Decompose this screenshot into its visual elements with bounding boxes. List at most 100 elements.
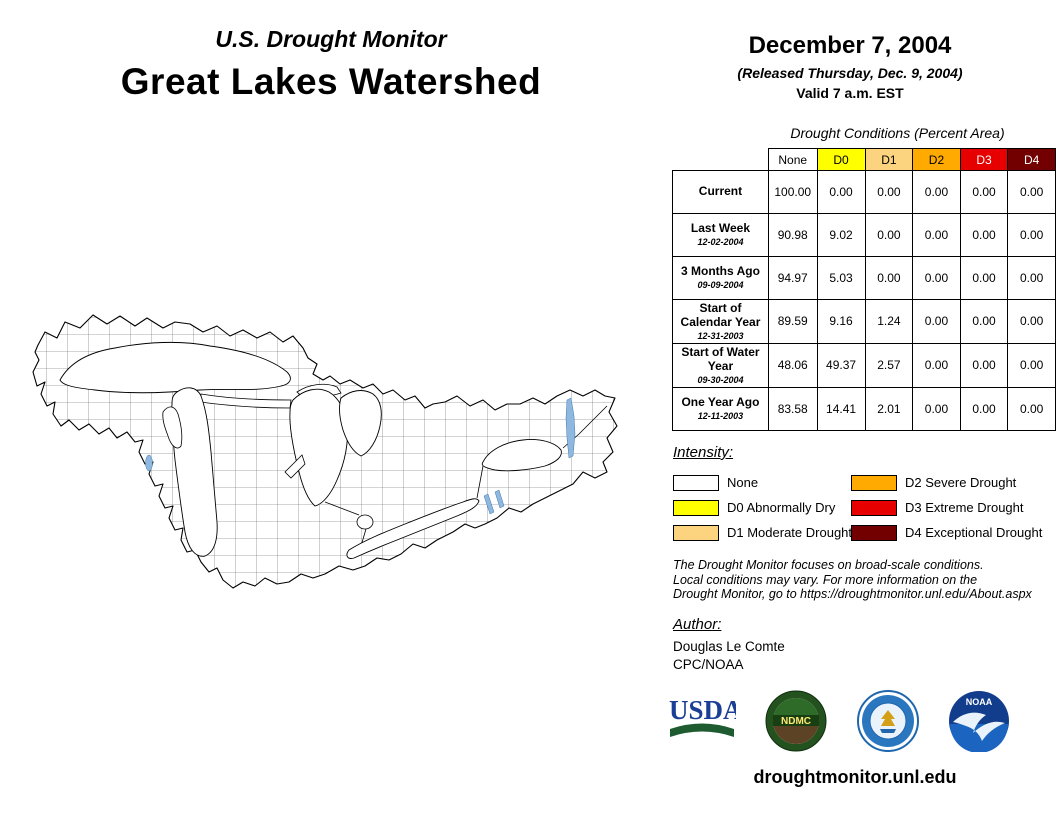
value-cell: 9.16 bbox=[816, 299, 866, 344]
legend-swatch-none bbox=[673, 474, 719, 491]
value-cell: 0.00 bbox=[959, 170, 1009, 214]
value-cell: 0.00 bbox=[816, 170, 866, 214]
legend-item-d1: D1 Moderate Drought bbox=[673, 524, 852, 541]
legend-swatch-d4 bbox=[851, 524, 897, 541]
value-cell: 0.00 bbox=[912, 213, 961, 257]
row-label: Start of Calendar Year 12-31-2003 bbox=[672, 299, 769, 344]
disclaimer-line-2: Local conditions may vary. For more info… bbox=[673, 572, 978, 587]
disclaimer-line-3: Drought Monitor, go to https://droughtmo… bbox=[673, 587, 1032, 602]
value-cell: 0.00 bbox=[959, 299, 1009, 344]
value-cell: 0.00 bbox=[959, 342, 1009, 388]
lake-superior bbox=[59, 341, 291, 394]
row-label: Last Week 12-02-2004 bbox=[672, 213, 769, 257]
author-heading: Author: bbox=[673, 616, 722, 633]
value-cell: 1.24 bbox=[864, 299, 914, 344]
value-cell: 89.59 bbox=[767, 299, 818, 344]
table-row-current: Current 100.00 0.00 0.00 0.00 0.00 0.00 bbox=[672, 170, 1056, 214]
value-cell: 49.37 bbox=[816, 342, 866, 388]
col-header-d4: D4 bbox=[1007, 148, 1056, 171]
finger-lake-east bbox=[494, 489, 505, 509]
table-row-start-calendar-year: Start of Calendar Year 12-31-2003 89.59 9… bbox=[672, 299, 1056, 344]
col-header-d3: D3 bbox=[959, 148, 1009, 171]
lake-erie bbox=[346, 498, 480, 559]
row-date: 09-30-2004 bbox=[697, 374, 744, 385]
region-title: Great Lakes Watershed bbox=[120, 61, 542, 102]
lake-huron bbox=[289, 388, 348, 507]
noaa-sea bbox=[949, 724, 1008, 752]
connecting-channels bbox=[324, 405, 608, 547]
col-header-d1: D1 bbox=[864, 148, 914, 171]
legend-item-d3: D3 Extreme Drought bbox=[851, 499, 1042, 516]
drought-table-caption: Drought Conditions (Percent Area) bbox=[790, 125, 1005, 141]
value-cell: 0.00 bbox=[1007, 213, 1056, 257]
commerce-eagle bbox=[880, 710, 895, 726]
row-date: 12-02-2004 bbox=[697, 237, 744, 248]
table-row-one-year-ago: One Year Ago 12-11-2003 83.58 14.41 2.01 … bbox=[672, 386, 1056, 431]
legend-label: None bbox=[727, 475, 759, 490]
legend-swatch-d1 bbox=[673, 524, 719, 541]
lake-champlain bbox=[565, 397, 576, 459]
value-cell: 14.41 bbox=[816, 386, 866, 431]
lake-ontario bbox=[481, 439, 562, 472]
value-cell: 2.57 bbox=[864, 342, 914, 388]
commerce-base bbox=[879, 729, 896, 733]
value-cell: 48.06 bbox=[767, 342, 818, 388]
georgian-bay bbox=[339, 390, 382, 457]
row-label: Current bbox=[672, 170, 769, 214]
row-label: One Year Ago 12-11-2003 bbox=[672, 386, 769, 431]
legend-label: D0 Abnormally Dry bbox=[727, 500, 836, 515]
finger-lake-west bbox=[483, 493, 495, 515]
value-cell: 0.00 bbox=[1007, 170, 1056, 214]
row-label-text: Last Week bbox=[690, 221, 751, 236]
lake-winnebago bbox=[145, 454, 153, 472]
value-cell: 2.01 bbox=[864, 386, 914, 431]
value-cell: 0.00 bbox=[1007, 299, 1056, 344]
row-label-text: 3 Months Ago bbox=[681, 264, 760, 279]
value-cell: 0.00 bbox=[864, 256, 914, 300]
saginaw-bay bbox=[284, 454, 306, 479]
legend-item-none: None bbox=[673, 474, 851, 491]
legend-label: D3 Extreme Drought bbox=[905, 500, 1024, 515]
legend-swatch-d0 bbox=[673, 499, 719, 516]
ndmc-soil bbox=[773, 721, 820, 744]
row-label: 3 Months Ago 09-09-2004 bbox=[672, 256, 769, 300]
value-cell: 0.00 bbox=[912, 170, 961, 214]
table-corner-cell bbox=[673, 149, 769, 171]
value-cell: 0.00 bbox=[912, 386, 961, 431]
release-info: (Released Thursday, Dec. 9, 2004) bbox=[737, 65, 963, 81]
row-date: 09-09-2004 bbox=[697, 280, 744, 291]
value-cell: 0.00 bbox=[1007, 256, 1056, 300]
value-cell: 0.00 bbox=[1007, 386, 1056, 431]
report-title: U.S. Drought Monitor bbox=[215, 26, 447, 52]
usda-logo-swoosh bbox=[670, 723, 734, 737]
noaa-logo-text: NOAA bbox=[966, 697, 993, 707]
col-header-d0: D0 bbox=[816, 148, 866, 171]
value-cell: 0.00 bbox=[912, 342, 961, 388]
legend-item-d0: D0 Abnormally Dry bbox=[673, 499, 851, 516]
value-cell: 9.02 bbox=[816, 213, 866, 257]
row-date: 12-31-2003 bbox=[697, 330, 744, 341]
row-date: 12-11-2003 bbox=[697, 411, 744, 422]
table-row-start-water-year: Start of Water Year 09-30-2004 48.06 49.3… bbox=[672, 342, 1056, 388]
col-header-d2: D2 bbox=[912, 148, 961, 171]
value-cell: 94.97 bbox=[767, 256, 818, 300]
noaa-gull bbox=[952, 712, 1005, 741]
value-cell: 90.98 bbox=[767, 213, 818, 257]
drought-table: None D0 D1 D2 D3 D4 Current 100.00 0.00 … bbox=[672, 148, 1056, 431]
usda-logo: USDA bbox=[669, 695, 736, 737]
legend-item-d4: D4 Exceptional Drought bbox=[851, 524, 1043, 541]
legend-label: D4 Exceptional Drought bbox=[905, 525, 1043, 540]
header-title-block: U.S. Drought Monitor Great Lakes Watersh… bbox=[61, 26, 601, 103]
table-row-3-months-ago: 3 Months Ago 09-09-2004 94.97 5.03 0.00 0… bbox=[672, 256, 1056, 300]
ndmc-logo: NDMC bbox=[765, 690, 827, 752]
disclaimer-text: The Drought Monitor focuses on broad-sca… bbox=[673, 558, 1032, 602]
row-label-text: One Year Ago bbox=[681, 395, 760, 410]
value-cell: 0.00 bbox=[912, 299, 961, 344]
value-cell: 0.00 bbox=[864, 213, 914, 257]
value-cell: 0.00 bbox=[864, 170, 914, 214]
col-header-none: None bbox=[767, 148, 818, 171]
logo-row: USDA NDMC NOAA bbox=[668, 690, 1010, 752]
value-cell: 0.00 bbox=[959, 256, 1009, 300]
value-cell: 0.00 bbox=[959, 386, 1009, 431]
